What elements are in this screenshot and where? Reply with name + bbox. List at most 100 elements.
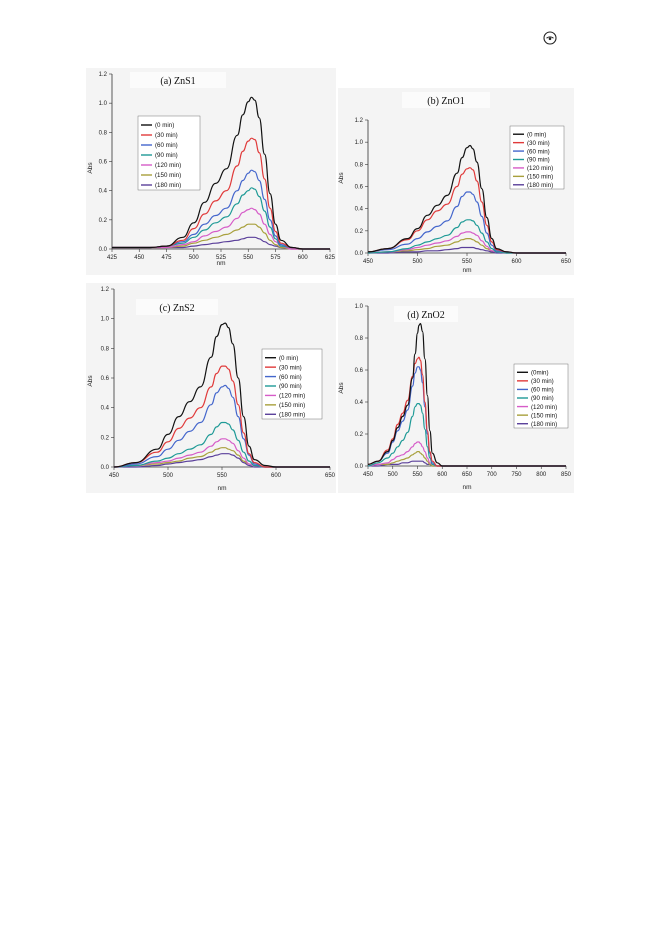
x-tick-label: 600 [437,472,448,478]
x-tick-label: 600 [298,255,309,261]
y-tick-label: 0.6 [355,185,364,191]
legend-box [509,125,565,190]
y-tick-label: 0.2 [99,218,108,224]
y-tick-label: 0.8 [99,130,108,136]
chart-svg: (a) ZnS1 0.0 0.2 0.4 0.6 0.8 1.0 1.2 425 450 475 50… [86,68,336,275]
series-line [112,169,330,250]
chart-panel-zns2: (c) ZnS2 0.0 0.2 0.4 0.6 0.8 1.0 1.2 450 500 550 60… [86,283,336,493]
title-box [130,72,226,88]
series-line [112,137,330,250]
y-tick-label: 0.8 [355,336,364,342]
y-axis-title: Abs [338,172,345,184]
chart-title: (c) ZnS2 [159,303,194,314]
title-box [136,299,218,315]
chart-panel-zns1: (a) ZnS1 0.0 0.2 0.4 0.6 0.8 1.0 1.2 425 450 475 50… [86,68,336,275]
legend-label: (120 min) [155,162,181,169]
series-line [367,167,566,254]
legend-label: (90 min) [527,157,550,164]
panel-background [86,68,336,275]
legend-label: (30 min) [155,132,178,139]
series-line [114,453,330,468]
series-line [113,421,330,468]
x-tick-label: 550 [462,259,473,265]
y-tick-label: 1.0 [355,140,364,146]
y-tick-label: 0.2 [101,435,110,441]
legend-label: (30 min) [279,364,302,371]
chart-panel-zno1: (b) ZnO1 0.0 0.2 0.4 0.6 0.8 1.0 1.2 450 500 550 60… [338,88,574,275]
legend-label: (0min) [531,369,549,376]
series-line [367,366,566,467]
x-tick-label: 425 [107,255,118,261]
legend-label: (180 min) [527,182,553,189]
x-tick-label: 450 [109,473,120,479]
legend-label: (180 min) [531,421,557,428]
y-tick-label: 1.0 [101,317,110,323]
legend-label: (60 min) [279,374,302,381]
y-tick-label: 1.0 [355,304,364,310]
x-tick-label: 550 [217,473,228,479]
y-axis-title: Abs [87,375,94,387]
legend-label: (180 min) [279,411,305,418]
x-tick-label: 850 [561,472,572,478]
x-tick-label: 500 [388,472,399,478]
circle-symbol-icon [543,31,557,45]
y-tick-label: 1.2 [99,72,108,78]
series-line [367,322,566,467]
y-tick-label: 1.0 [99,101,108,107]
legend-box [137,115,201,191]
y-tick-label: 0.8 [101,346,110,352]
legend-label: (90 min) [531,395,554,402]
x-axis-title: nm [462,267,471,274]
chart-title: (b) ZnO1 [427,96,465,107]
y-tick-label: 0.6 [355,368,364,374]
x-tick-label: 450 [134,255,145,261]
title-box [402,92,490,108]
x-tick-label: 600 [511,259,522,265]
x-tick-label: 700 [487,472,498,478]
legend-label: (120 min) [527,165,553,172]
x-tick-label: 750 [511,472,522,478]
series-line [367,219,566,254]
legend-box [513,363,569,429]
y-tick-label: 1.2 [101,287,110,293]
x-axis-title: nm [462,484,471,491]
series-line [367,144,566,254]
y-tick-label: 0.0 [101,465,110,471]
chart-svg: (c) ZnS2 0.0 0.2 0.4 0.6 0.8 1.0 1.2 450 500 550 60… [86,283,336,493]
y-tick-label: 0.4 [99,189,108,195]
legend-label: (60 min) [527,148,550,155]
y-tick-label: 0.0 [355,251,364,257]
chart-title: (d) ZnO2 [407,310,445,321]
legend-label: (90 min) [155,152,178,159]
chart-svg: (b) ZnO1 0.0 0.2 0.4 0.6 0.8 1.0 1.2 450 500 550 60… [338,88,574,275]
legend-label: (30 min) [531,378,554,385]
x-tick-label: 550 [412,472,423,478]
title-box [394,306,458,322]
x-tick-label: 800 [536,472,547,478]
legend-label: (150 min) [527,174,553,181]
series-line [112,187,330,250]
legend-label: (150 min) [531,412,557,419]
legend-label: (180 min) [155,182,181,189]
x-tick-label: 625 [325,255,336,261]
x-tick-label: 525 [216,255,227,261]
legend-label: (150 min) [155,172,181,179]
x-tick-label: 450 [363,472,374,478]
legend-label: (90 min) [279,383,302,390]
x-tick-label: 500 [163,473,174,479]
chart-title: (a) ZnS1 [160,76,195,87]
legend-label: (60 min) [155,142,178,149]
legend-box [261,348,323,420]
legend-label: (120 min) [531,404,557,411]
legend-label: (0 min) [527,131,546,138]
y-tick-label: 0.6 [101,376,110,382]
chart-panel-zno2: (d) ZnO2 0.0 0.2 0.4 0.6 0.8 1.0 450 500 550 600 65… [338,298,574,493]
legend-label: (120 min) [279,393,305,400]
x-axis-title: nm [217,485,226,492]
y-tick-label: 1.2 [355,118,364,124]
series-line [112,223,330,250]
y-tick-label: 0.4 [101,406,110,412]
x-tick-label: 450 [363,259,374,265]
y-tick-label: 0.4 [355,207,364,213]
y-tick-label: 0.0 [355,464,364,470]
